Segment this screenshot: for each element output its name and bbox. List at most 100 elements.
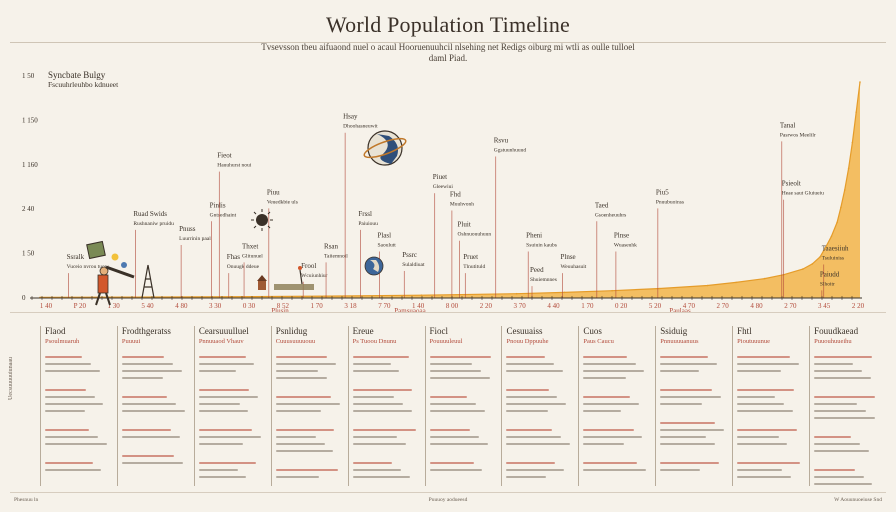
era-column-subtitle: Pnouu Dppuuhe [506,338,549,345]
text-line [814,476,864,478]
era-column-subtitle: Psoulmuaruh [45,338,80,345]
text-line [198,410,249,412]
text-line [737,389,794,391]
text-line [198,356,246,358]
era-column: Fhtl Pioutuuunue [732,326,805,486]
text-line [45,443,107,445]
text-line [198,370,237,372]
text-line [737,476,791,478]
text-line [275,403,340,405]
x-tick-label: 8 52 [277,302,290,310]
village-illustration [257,275,314,290]
footer-divider [10,492,886,493]
era-column: Psnlidug Cuuusuuuuouu [270,326,344,486]
annotation-text: Saoulutt [377,243,396,249]
data-point [611,289,613,292]
page-title: World Population Timeline [325,12,571,37]
data-point [824,246,827,248]
text-line [429,436,480,438]
x-tick-label: 2 20 [852,302,865,310]
annotation-title: Frssl [358,210,372,218]
footer-center: Puuuoy aodueesd [428,497,468,503]
annotation-text: Veuedkbie uls [267,199,298,205]
era-column: Flaod Psoulmuaruh [40,326,113,486]
x-tick-label: 8 00 [446,302,459,310]
text-line [429,443,488,445]
small-globe-illustration [364,256,384,276]
text-line [660,462,719,464]
annotation-title: Pluit [458,221,471,229]
annotation-title: Fieot [217,152,231,160]
x-tick-label: 4 80 [750,302,763,310]
annotation-title: Pssrc [402,251,417,259]
text-line [814,469,855,471]
text-line [506,443,570,445]
text-line [737,356,791,358]
annotation-text: Ggstuunhuuud [494,147,527,153]
text-line [352,363,391,365]
text-line [121,462,184,464]
y-tick-label: 1 160 [22,161,38,169]
text-line [660,436,706,438]
text-line [814,410,866,412]
era-column: Ereue Ps Tuoou Dnunu [347,326,421,486]
era-column: Ssiduig Pnnuuuuanuus [655,326,728,486]
page-subtitle: Tvsevsson tbeu aifuaond nuel o acaul Hoo… [261,42,635,63]
annotation-text: Tsuluiniss [822,255,844,261]
data-point [819,256,821,258]
text-line [737,469,782,471]
annotation-title: Peed [530,266,544,274]
legend-text: Fscuuhrleuhbo kdnueet [48,80,119,89]
data-point [855,111,857,113]
side-label: Uecsuuuuuiunaau [8,357,14,400]
data-point [830,235,833,238]
text-line [429,462,474,464]
text-line [198,462,256,464]
annotation-title: Psieolt [782,180,801,188]
text-line [45,363,92,365]
legend-title: Syncbate Bulgy [48,70,106,80]
annotation-title: Pheni [526,232,542,240]
text-line [275,476,320,478]
text-line [275,410,322,412]
x-tick-label: 3 70 [514,302,527,310]
x-tick-label: 3 18 [344,302,357,310]
data-point [840,206,842,209]
text-line [45,396,95,398]
text-line [737,410,793,412]
text-line [121,436,180,438]
y-tick-label: 1 50 [22,250,35,258]
annotation-text: Onuugk ddeue [227,264,260,270]
era-column: Fouudkaead Puuouhuueihu [809,326,882,486]
annotation-text: Dhoohasneuwit [343,124,378,130]
annotation-text: Muuhvonh [450,201,474,207]
text-line [121,410,186,412]
text-line [198,469,238,471]
x-tick-label: 4 80 [175,302,188,310]
annotation-title: Thxet [242,242,258,250]
annotation-title: Ruad Swids [133,210,167,218]
text-line [583,370,645,372]
annotation-text: Ssuiuin kaubs [526,243,557,249]
text-line [737,363,799,365]
era-column-title: Flaod [45,326,66,336]
x-tick-label: 4 40 [547,302,560,310]
x-tick-label: 1 70 [311,302,324,310]
text-line [814,377,872,379]
text-line [429,429,471,431]
text-line [45,389,86,391]
x-tick-label: 2 70 [717,302,730,310]
text-line [506,370,563,372]
era-column-subtitle: Pouuuuleuul [429,338,463,345]
data-point [706,284,709,287]
data-point [859,81,861,83]
annotation-title: Rsan [324,242,339,250]
annotation-title: Fhas [227,253,241,261]
annotation-title: Tanal [780,121,796,129]
annotation-title: Rsvu [494,136,509,144]
text-line [198,429,253,431]
annotation-title: Pinlis [210,201,226,209]
x-tick-label: 3 30 [209,302,222,310]
era-column-title: Cuos [583,326,602,336]
text-line [275,450,334,452]
